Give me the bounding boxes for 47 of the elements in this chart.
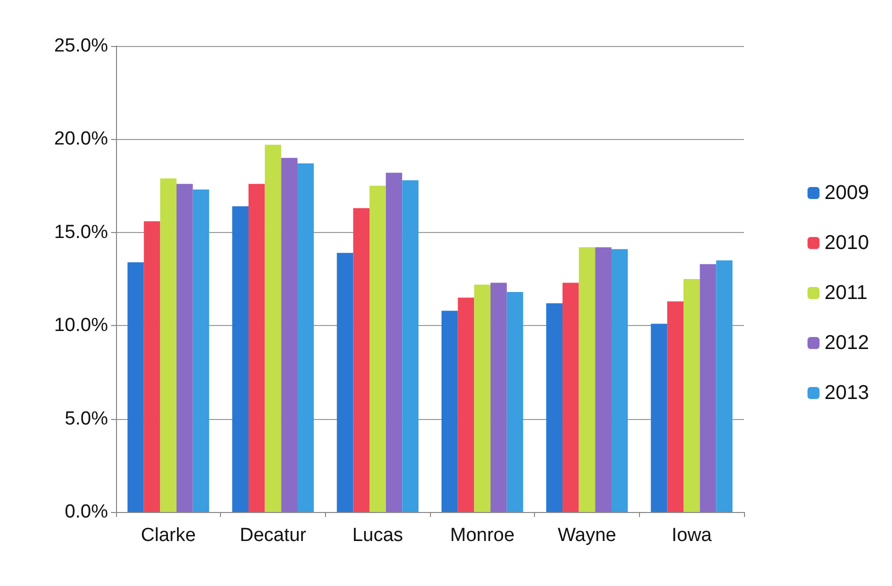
legend-label: 2011	[824, 282, 868, 304]
x-tick-label: Wayne	[558, 525, 616, 546]
bar	[562, 282, 579, 512]
bar	[578, 247, 596, 512]
legend-label: 2009	[824, 182, 870, 204]
bar	[490, 282, 507, 512]
y-tick-label: 10.0%	[54, 315, 108, 336]
bar	[650, 324, 668, 512]
legend-label: 2010	[824, 232, 870, 254]
bar	[232, 206, 249, 512]
x-tick-label: Decatur	[240, 525, 307, 546]
x-tick-label: Iowa	[672, 525, 712, 546]
bar	[684, 279, 700, 512]
x-tick-label: Lucas	[352, 525, 404, 546]
legend-label: 2012	[824, 332, 870, 354]
bar	[716, 260, 732, 512]
bar	[353, 208, 370, 512]
y-tick-label: 0.0%	[64, 502, 108, 522]
bar	[458, 298, 474, 512]
bar	[144, 221, 160, 512]
bar	[248, 184, 265, 512]
bar	[386, 172, 402, 512]
bar	[160, 178, 176, 512]
y-tick-label: 15.0%	[54, 222, 108, 243]
bar	[336, 252, 354, 512]
bar	[402, 180, 418, 512]
y-tick-label: 25.0%	[54, 36, 108, 56]
bar	[192, 190, 210, 512]
bar	[506, 292, 524, 512]
bar	[667, 301, 684, 512]
legend-label: 2013	[824, 382, 870, 404]
y-tick-label: 20.0%	[54, 128, 108, 150]
bar	[700, 264, 716, 512]
bar	[176, 184, 193, 512]
y-tick-label: 5.0%	[64, 408, 108, 430]
x-tick-label: Clarke	[140, 525, 196, 546]
bar	[264, 144, 282, 512]
bar	[611, 249, 628, 512]
bar	[281, 158, 298, 512]
bar	[370, 186, 386, 512]
bar	[595, 247, 612, 512]
bar	[297, 163, 314, 512]
x-tick-label: Monroe	[450, 525, 515, 546]
bar	[128, 262, 144, 512]
bar	[442, 310, 458, 512]
bar	[474, 284, 490, 512]
bar	[546, 303, 563, 512]
